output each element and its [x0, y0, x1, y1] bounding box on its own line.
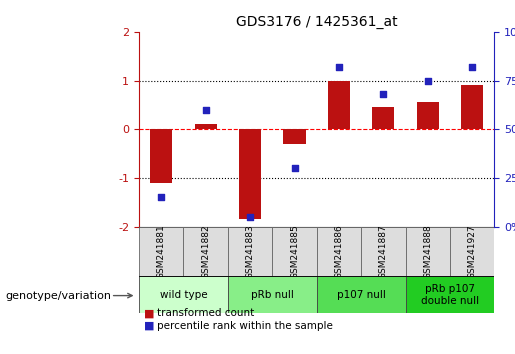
- Point: [246, 214, 254, 219]
- Bar: [372, 107, 394, 129]
- Bar: [139, 227, 183, 276]
- Bar: [450, 227, 494, 276]
- Bar: [139, 276, 228, 313]
- Text: ■: ■: [144, 308, 154, 318]
- Text: GSM241883: GSM241883: [246, 224, 254, 279]
- Bar: [183, 227, 228, 276]
- Title: GDS3176 / 1425361_at: GDS3176 / 1425361_at: [236, 16, 398, 29]
- Point: [468, 64, 476, 70]
- Bar: [228, 227, 272, 276]
- Point: [290, 165, 299, 171]
- Bar: [317, 227, 361, 276]
- Bar: [195, 124, 217, 129]
- Text: GSM241887: GSM241887: [379, 224, 388, 279]
- Text: GSM241888: GSM241888: [423, 224, 432, 279]
- Point: [424, 78, 432, 84]
- Text: GSM241882: GSM241882: [201, 224, 210, 279]
- Bar: [406, 276, 494, 313]
- Text: GSM241927: GSM241927: [468, 224, 477, 279]
- Text: genotype/variation: genotype/variation: [5, 291, 111, 301]
- Bar: [317, 276, 406, 313]
- Bar: [150, 129, 173, 183]
- Text: ■: ■: [144, 321, 154, 331]
- Point: [157, 195, 165, 200]
- Bar: [361, 227, 405, 276]
- Bar: [406, 227, 450, 276]
- Text: pRb p107
double null: pRb p107 double null: [421, 284, 479, 306]
- Point: [379, 91, 387, 97]
- Bar: [461, 85, 483, 129]
- Point: [335, 64, 343, 70]
- Bar: [272, 227, 317, 276]
- Text: percentile rank within the sample: percentile rank within the sample: [157, 321, 333, 331]
- Bar: [328, 81, 350, 129]
- Text: wild type: wild type: [160, 290, 207, 300]
- Text: p107 null: p107 null: [337, 290, 386, 300]
- Text: transformed count: transformed count: [157, 308, 254, 318]
- Text: GSM241885: GSM241885: [290, 224, 299, 279]
- Point: [201, 107, 210, 113]
- Text: GSM241881: GSM241881: [157, 224, 166, 279]
- Bar: [283, 129, 305, 144]
- Bar: [228, 276, 317, 313]
- Text: GSM241886: GSM241886: [334, 224, 344, 279]
- Bar: [239, 129, 261, 219]
- Text: pRb null: pRb null: [251, 290, 294, 300]
- Bar: [417, 102, 439, 129]
